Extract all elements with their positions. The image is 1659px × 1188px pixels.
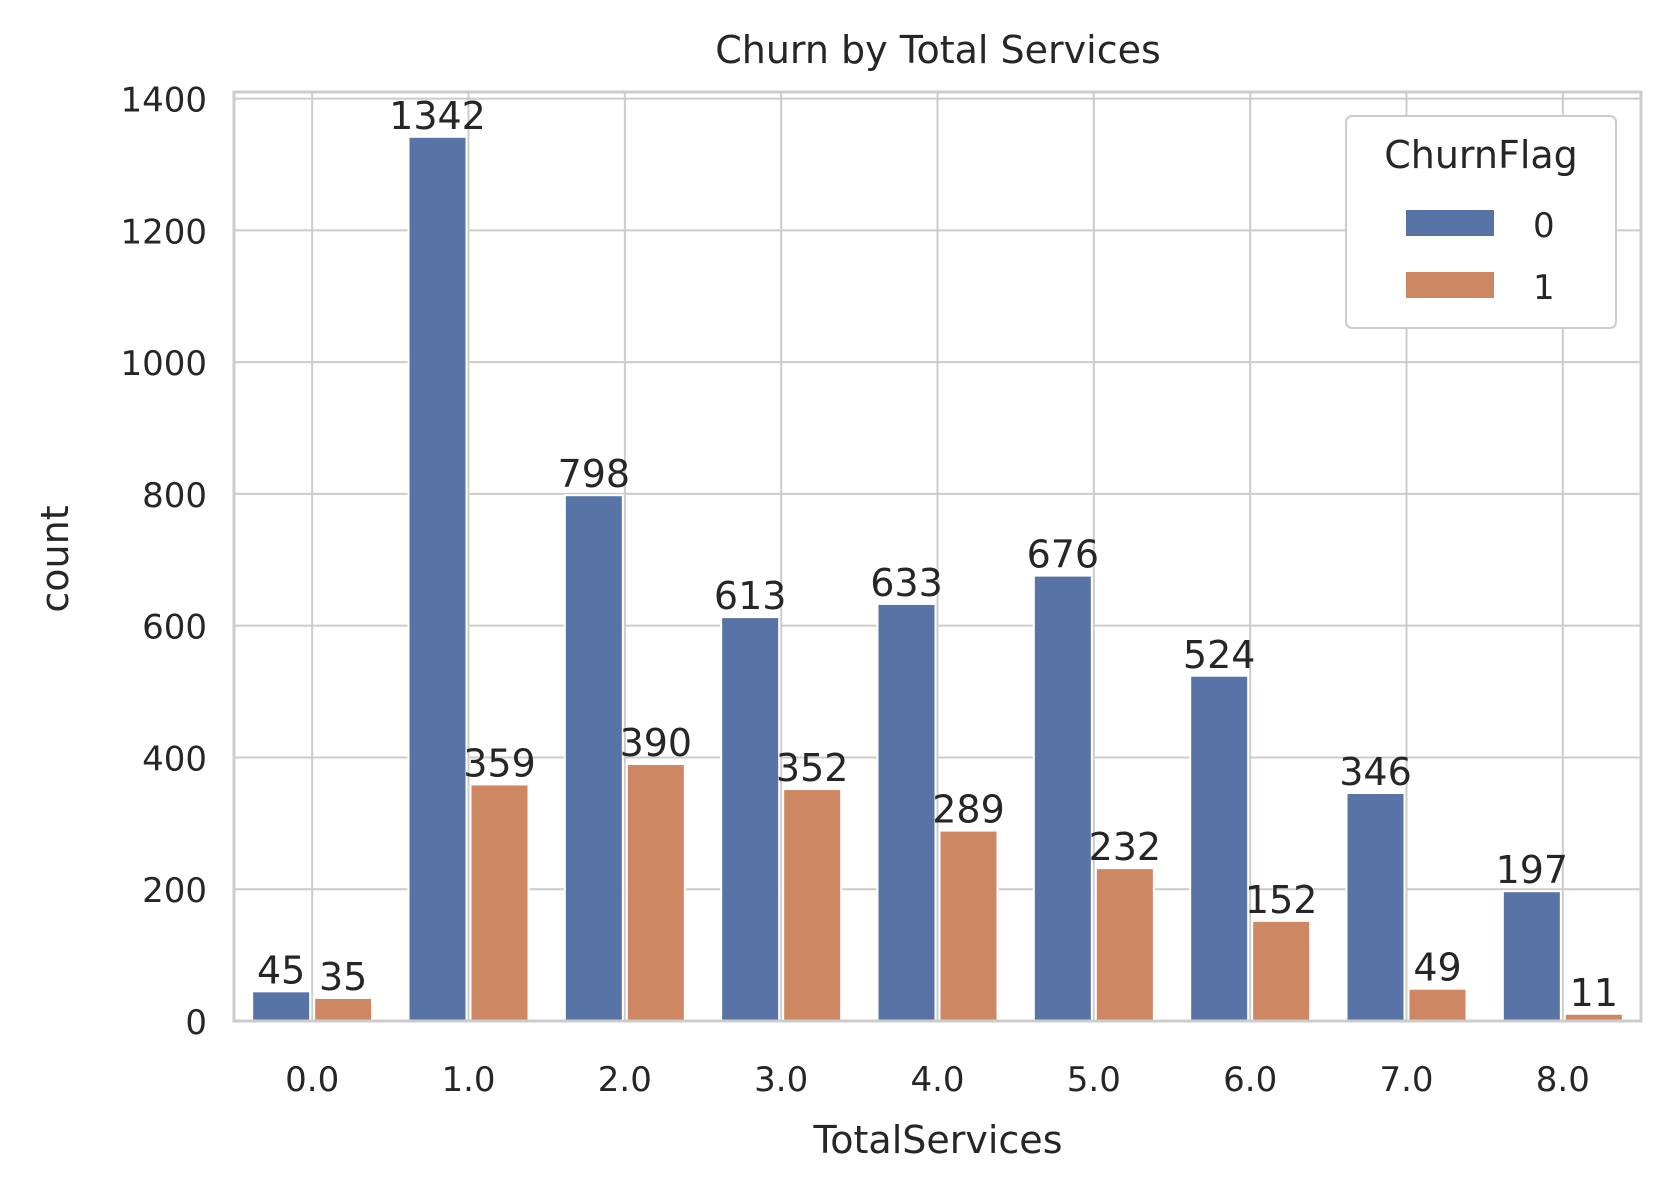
- bar-series-0-1.0: [407, 135, 468, 1022]
- legend-swatch-series-0: [1406, 210, 1494, 236]
- data-labels: 45 1342 798 613 633 676 524 346 197 35 359 390 352 28…: [257, 94, 1618, 1015]
- bar-series-0-6.0: [1189, 674, 1250, 1023]
- y-tick-label: 1400: [120, 81, 207, 121]
- data-label-series-0-6.0: 524: [1183, 633, 1256, 677]
- bar-series-1-7.0: [1407, 987, 1468, 1022]
- legend-swatch-series-1: [1406, 272, 1494, 298]
- bar-series-0-2.0: [563, 494, 624, 1022]
- bar-series-1-6.0: [1251, 919, 1312, 1022]
- legend-label-series-1: 1: [1533, 268, 1555, 308]
- chart-title: Churn by Total Services: [715, 28, 1161, 72]
- x-axis-ticks: 0.0 1.0 2.0 3.0 4.0 5.0 6.0 7.0 8.0: [285, 1060, 1590, 1100]
- x-tick-label: 2.0: [598, 1060, 652, 1100]
- plot-frame: [232, 90, 1643, 1023]
- bar-series-1-3.0: [782, 788, 843, 1022]
- bar-series-1-2.0: [625, 763, 686, 1022]
- data-label-series-1-3.0: 352: [776, 746, 849, 790]
- bar-series-1-0.0: [313, 996, 374, 1022]
- data-label-series-1-1.0: 359: [463, 741, 536, 785]
- legend: ChurnFlag 0 1: [1345, 115, 1617, 329]
- x-tick-label: 3.0: [754, 1060, 808, 1100]
- bar-series-0-8.0: [1501, 890, 1562, 1022]
- y-axis-ticks: 0 200 400 600 800 1000 1200 1400: [120, 81, 207, 1043]
- data-label-series-0-3.0: 613: [714, 574, 787, 618]
- bar-series-1-4.0: [938, 829, 999, 1023]
- x-axis-label: TotalServices: [813, 1118, 1063, 1162]
- legend-label-series-0: 0: [1533, 206, 1555, 246]
- y-tick-label: 400: [142, 739, 207, 779]
- bar-series-0-5.0: [1032, 574, 1093, 1023]
- x-tick-label: 8.0: [1536, 1060, 1590, 1100]
- data-label-series-0-5.0: 676: [1027, 533, 1100, 577]
- data-label-series-0-0.0: 45: [257, 948, 305, 992]
- data-label-series-1-5.0: 232: [1089, 825, 1162, 869]
- y-tick-label: 600: [142, 608, 207, 648]
- plot-frame-border: [232, 90, 1643, 1023]
- legend-title: ChurnFlag: [1384, 133, 1578, 177]
- x-tick-label: 6.0: [1223, 1060, 1277, 1100]
- y-tick-label: 1200: [120, 212, 207, 252]
- x-tick-label: 0.0: [285, 1060, 339, 1100]
- bar-series-0-7.0: [1345, 792, 1406, 1023]
- data-label-series-1-2.0: 390: [620, 721, 693, 765]
- data-label-series-1-6.0: 152: [1245, 878, 1318, 922]
- data-label-series-1-8.0: 11: [1570, 971, 1618, 1015]
- data-label-series-0-8.0: 197: [1496, 848, 1569, 892]
- x-tick-label: 1.0: [441, 1060, 495, 1100]
- data-label-series-1-4.0: 289: [932, 788, 1005, 832]
- data-label-series-0-4.0: 633: [870, 561, 943, 605]
- bar-series-0-0.0: [251, 990, 312, 1023]
- data-label-series-0-7.0: 346: [1339, 750, 1412, 794]
- data-label-series-0-1.0: 1342: [389, 94, 486, 138]
- y-tick-label: 800: [142, 476, 207, 516]
- bar-series-0-3.0: [720, 616, 781, 1022]
- bars: [251, 135, 1624, 1023]
- y-tick-label: 1000: [120, 344, 207, 384]
- y-tick-label: 0: [185, 1003, 207, 1043]
- y-axis-label: count: [33, 505, 77, 612]
- bar-series-0-4.0: [876, 602, 937, 1022]
- bar-series-1-1.0: [469, 783, 530, 1022]
- x-tick-label: 5.0: [1067, 1060, 1121, 1100]
- y-tick-label: 200: [142, 871, 207, 911]
- data-label-series-0-2.0: 798: [558, 452, 631, 496]
- x-tick-label: 4.0: [910, 1060, 964, 1100]
- data-label-series-1-0.0: 35: [319, 955, 367, 999]
- data-label-series-1-7.0: 49: [1413, 946, 1461, 990]
- x-tick-label: 7.0: [1379, 1060, 1433, 1100]
- bar-series-1-5.0: [1094, 867, 1155, 1022]
